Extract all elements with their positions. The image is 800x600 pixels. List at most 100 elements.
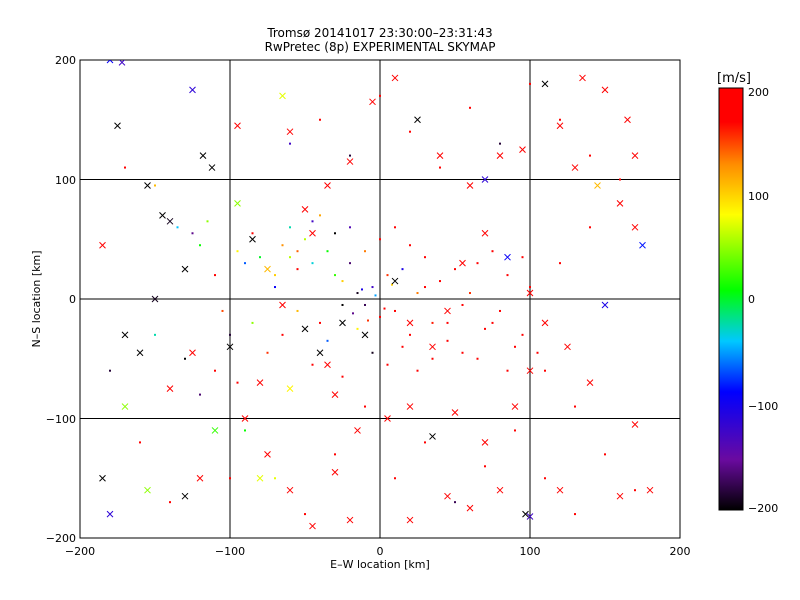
scatter-point-dot — [521, 256, 524, 259]
scatter-point-dot — [341, 280, 344, 283]
scatter-point-cross — [166, 385, 174, 392]
scatter-point-dot — [289, 256, 291, 259]
scatter-point-dot — [461, 351, 464, 354]
scatter-point-cross — [241, 415, 249, 422]
scatter-point-dot — [311, 262, 314, 265]
scatter-point-dot — [154, 184, 156, 187]
scatter-point-cross — [316, 349, 324, 357]
scatter-point-dot — [364, 250, 366, 253]
colorbar-gradient — [718, 87, 744, 511]
scatter-point-cross — [429, 433, 436, 440]
scatter-point-dot — [491, 321, 494, 324]
scatter-point-dot — [394, 226, 396, 229]
scatter-point-dot — [251, 232, 254, 235]
scatter-point-dot — [341, 375, 344, 378]
scatter-point-dot — [604, 453, 606, 456]
scatter-point-dot — [169, 501, 171, 504]
scatter-point-dot — [349, 262, 351, 265]
scatter-point-dot — [499, 309, 501, 312]
scatter-point-cross — [144, 182, 151, 189]
scatter-point-dot — [371, 286, 374, 289]
x-axis-title: E–W location [km] — [330, 558, 430, 571]
x-tick-labels: −200 −100 0 100 200 — [65, 545, 691, 558]
scatter-point-cross — [256, 379, 264, 387]
scatter-point-dot — [326, 339, 329, 342]
scatter-point-cross — [369, 98, 376, 106]
scatter-point-dot — [446, 321, 449, 324]
scatter-point-dot — [199, 393, 201, 396]
colorbar-tick-label: 200 — [748, 86, 769, 99]
scatter-point-dot — [454, 501, 456, 504]
scatter-point-dot — [634, 489, 636, 492]
scatter-point-dot — [214, 274, 216, 277]
scatter-point-dot — [361, 288, 363, 291]
scatter-point-dot — [409, 333, 411, 336]
scatter-point-dot — [506, 369, 509, 372]
colorbar-unit-label: [m/s] — [717, 71, 751, 86]
chart-title-line2: RwPretec (8p) EXPERIMENTAL SKYMAP — [265, 40, 496, 54]
scatter-point-cross — [519, 146, 526, 153]
scatter-point-cross — [522, 510, 529, 518]
y-tick-label: 100 — [55, 174, 76, 187]
scatter-point-dot — [379, 315, 381, 318]
scatter-point-dot — [544, 477, 546, 480]
scatter-point-dot — [574, 513, 576, 516]
y-tick-label: 200 — [55, 54, 76, 67]
scatter-point-dot — [311, 220, 314, 223]
scatter-point-dot — [424, 256, 426, 259]
scatter-point-cross — [631, 421, 639, 428]
scatter-point-dot — [559, 262, 561, 265]
scatter-point-cross — [114, 122, 121, 130]
scatter-point-dot — [236, 381, 239, 384]
scatter-point-dot — [401, 345, 404, 348]
scatter-point-dot — [289, 226, 291, 229]
x-tick-label: 200 — [670, 545, 691, 558]
scatter-point-cross — [324, 182, 331, 189]
scatter-point-cross — [601, 86, 609, 94]
scatter-point-dot — [416, 292, 419, 295]
scatter-point-dot — [521, 333, 524, 336]
scatter-point-dot — [229, 333, 231, 336]
scatter-point-dot — [446, 339, 449, 342]
scatter-point-cross — [234, 122, 241, 130]
colorbar-tick-label: 100 — [748, 190, 769, 203]
scatter-point-cross — [286, 385, 294, 392]
scatter-point-dot — [536, 351, 539, 354]
scatter-point-cross — [99, 241, 106, 249]
scatter-point-dot — [214, 369, 216, 372]
scatter-point-dot — [304, 238, 306, 241]
x-tick-label: −100 — [215, 545, 245, 558]
scatter-point-dot — [454, 268, 456, 271]
scatter-point-dot — [191, 232, 194, 235]
scatter-point-cross — [594, 182, 601, 189]
scatter-point-cross — [436, 152, 444, 159]
scatter-point-cross — [391, 277, 399, 285]
scatter-point-cross — [406, 319, 414, 327]
scatter-point-dot — [124, 166, 126, 169]
scatter-point-cross — [346, 516, 354, 524]
scatter-point-dot — [352, 312, 354, 315]
scatter-point-dot — [326, 250, 329, 253]
scatter-point-dot — [386, 274, 389, 277]
scatter-point-dot — [251, 321, 254, 324]
scatter-point-cross — [481, 176, 489, 183]
scatter-point-cross — [631, 223, 639, 231]
scatter-point-cross — [406, 403, 414, 410]
scatter-point-dot — [394, 477, 396, 480]
scatter-point-dot — [229, 477, 231, 480]
scatter-point-cross — [586, 379, 594, 387]
scatter-point-dot — [589, 226, 591, 229]
scatter-markers — [99, 60, 654, 530]
scatter-point-cross — [189, 86, 196, 94]
scatter-point-cross — [279, 92, 286, 100]
scatter-point-cross — [526, 513, 534, 520]
scatter-point-dot — [364, 405, 366, 408]
scatter-point-dot — [409, 244, 411, 247]
scatter-point-dot — [424, 286, 426, 289]
scatter-point-cross — [99, 474, 106, 482]
scatter-point-cross — [384, 415, 391, 422]
scatter-point-cross — [504, 253, 511, 261]
scatter-point-cross — [196, 474, 204, 482]
scatter-point-dot — [469, 106, 471, 109]
scatter-point-cross — [181, 265, 189, 273]
